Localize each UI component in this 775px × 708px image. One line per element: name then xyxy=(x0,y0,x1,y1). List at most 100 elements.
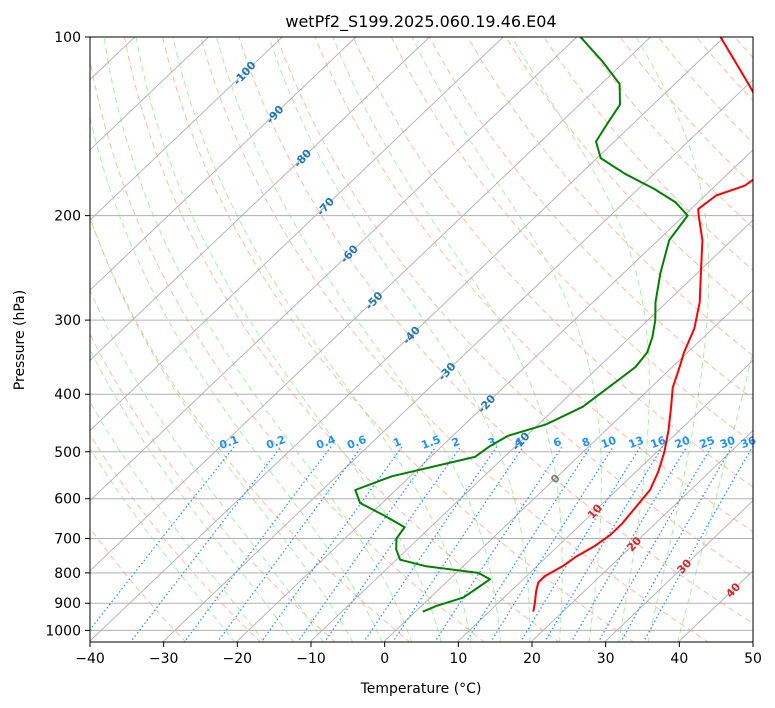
mixing-ratio-line xyxy=(297,446,437,642)
y-tick-label: 900 xyxy=(54,596,81,612)
isotherm-line xyxy=(0,37,61,643)
isotherm-line xyxy=(90,37,578,502)
mixing-ratio-line xyxy=(490,446,614,642)
moist-adiabat-line xyxy=(90,348,295,642)
moist-adiabat-line xyxy=(511,37,650,642)
isotherm-line xyxy=(603,500,753,642)
dry-adiabat-line xyxy=(162,37,635,642)
mixing-ratio-line xyxy=(260,446,403,642)
plot-frame xyxy=(89,36,754,643)
mixing-ratio-label: 30 xyxy=(718,434,737,452)
mixing-ratio-labels: 0.1 0.2 0.4 0.6 1 1.5 2 3 4 6 8 10 13 16 20 25 30 36 xyxy=(218,433,759,452)
mixing-ratio-line xyxy=(183,446,332,642)
mixing-ratio-label: 1 xyxy=(391,435,403,450)
isotherm-line xyxy=(90,37,209,151)
dry-adiabat-line xyxy=(90,333,336,642)
y-tick-label: 300 xyxy=(54,313,81,329)
isotherm-line xyxy=(90,37,357,291)
x-tick-label: −40 xyxy=(75,651,105,667)
mixing-ratio-label: 10 xyxy=(599,434,618,452)
isotherm-line xyxy=(90,37,725,642)
isotherm-line xyxy=(90,37,430,361)
mixing-ratio-line xyxy=(323,446,462,642)
y-tick-label: 600 xyxy=(54,492,81,508)
temperature-profile xyxy=(532,37,753,612)
x-tick-label: −20 xyxy=(223,651,253,667)
dewpoint-profile xyxy=(354,37,689,613)
profiles xyxy=(354,37,753,613)
dry-adiabat-line xyxy=(200,37,710,642)
mixing-ratio-label: 1.5 xyxy=(420,433,443,452)
mixing-ratio-label: 0.6 xyxy=(345,433,368,452)
x-axis: −40 −30 −20 −10 0 10 20 30 40 50 xyxy=(75,642,762,667)
x-tick-label: 40 xyxy=(670,651,688,667)
mixing-ratio-label: 0.2 xyxy=(264,433,287,452)
dry-adiabat-line xyxy=(123,37,560,642)
moist-adiabat-line xyxy=(90,447,236,642)
isotherm-line xyxy=(309,219,753,642)
background-lines xyxy=(0,37,753,643)
y-tick-label: 1000 xyxy=(45,623,81,639)
mixing-ratio-line xyxy=(570,446,688,642)
x-tick-label: −30 xyxy=(149,651,179,667)
moist-adiabat-line xyxy=(216,37,501,642)
moist-adiabat-line xyxy=(332,37,563,642)
isotherm-line xyxy=(235,149,753,642)
moist-adiabat-line xyxy=(172,37,472,642)
y-tick-label: 400 xyxy=(54,387,81,403)
moist-adiabat-line xyxy=(135,37,442,642)
mixing-ratio-label: 20 xyxy=(673,434,692,452)
mixing-ratio-label: 0.4 xyxy=(314,433,337,452)
y-tick-label: 200 xyxy=(54,209,81,225)
isotherm-line xyxy=(90,37,283,221)
mixing-ratio-label: 0.1 xyxy=(218,433,241,452)
moist-adiabat-line xyxy=(90,216,354,642)
isotherm-line xyxy=(456,359,753,642)
mixing-ratio-line xyxy=(544,446,664,642)
dry-adiabat-line xyxy=(429,37,753,400)
isotherm-line xyxy=(90,37,651,572)
x-tick-label: −10 xyxy=(296,651,326,667)
moist-adiabat-line xyxy=(103,37,413,642)
dry-adiabat-line xyxy=(352,37,753,488)
y-tick-label: 100 xyxy=(54,30,81,46)
y-tick-label: 700 xyxy=(54,531,81,547)
dry-adiabat-line xyxy=(390,37,753,444)
mixing-ratio-label: 4 xyxy=(513,435,525,450)
x-tick-label: 10 xyxy=(449,651,467,667)
mixing-ratio-label: 6 xyxy=(552,435,564,450)
x-tick-label: 0 xyxy=(380,651,389,667)
dry-adiabat-line xyxy=(90,56,486,642)
y-tick-label: 800 xyxy=(54,566,81,582)
isotherm-line xyxy=(530,429,753,642)
y-axis-label: Pressure (hPa) xyxy=(12,290,28,390)
moist-adiabat-line xyxy=(90,288,324,642)
dry-adiabat-line xyxy=(276,37,753,578)
mixing-ratio-label: 13 xyxy=(627,434,646,451)
x-tick-label: 20 xyxy=(523,651,541,667)
moist-adiabat-line xyxy=(635,37,710,642)
moist-adiabat-line xyxy=(411,37,602,642)
mixing-ratio-label: 25 xyxy=(698,434,717,451)
x-axis-label: Temperature (°C) xyxy=(360,681,482,697)
isotherm-line xyxy=(161,79,753,642)
mixing-ratio-line xyxy=(465,446,592,642)
x-tick-label: 30 xyxy=(597,651,615,667)
mixing-ratio-line xyxy=(129,446,282,642)
x-tick-label: 50 xyxy=(744,651,762,667)
isotherm-line xyxy=(751,640,753,642)
moist-adiabat-line xyxy=(268,37,531,642)
mixing-ratio-line xyxy=(434,446,563,642)
dry-adiabat-line xyxy=(314,37,753,533)
y-axis: 100 200 300 400 500 600 700 800 900 1000 xyxy=(45,30,90,639)
moist-adiabat-line xyxy=(90,400,265,642)
isotherm-line xyxy=(382,289,753,642)
y-tick-label: 500 xyxy=(54,445,81,461)
moist-adiabat-line xyxy=(90,115,383,642)
mixing-ratio-line xyxy=(391,446,524,642)
moist-adiabat-line xyxy=(677,349,753,642)
mixing-ratio-label: 2 xyxy=(450,435,462,450)
mixing-ratio-line xyxy=(642,446,753,642)
dry-adiabat-line xyxy=(467,37,753,357)
